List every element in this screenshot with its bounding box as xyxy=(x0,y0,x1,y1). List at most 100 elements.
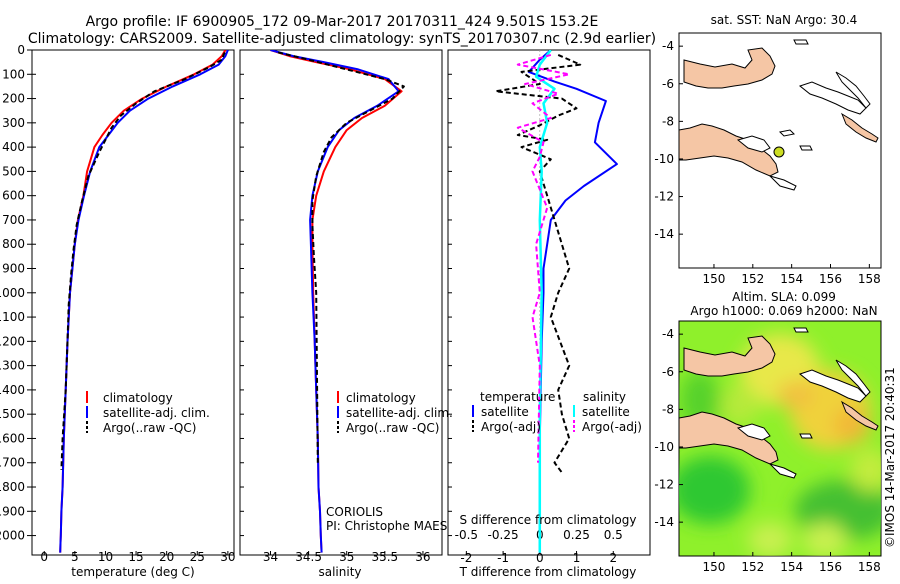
d-entrecasteaux-islands xyxy=(736,423,771,441)
lat-tick-label: -10 xyxy=(654,440,674,454)
lon-tick-label: 154 xyxy=(780,272,803,286)
depth-tick-label: 700 xyxy=(2,213,25,227)
series-line-argo-raw-qc- xyxy=(60,51,226,471)
temperature-legend: climatology satellite-adj. clim. Argo(..… xyxy=(86,391,210,435)
lat-tick-label: -12 xyxy=(654,190,674,204)
legend-s-argo-label: Argo(-adj) xyxy=(582,420,642,434)
legend-salinity-title: salinity xyxy=(583,390,626,404)
depth-tick-label: 1400 xyxy=(0,383,25,397)
coriolis-annotation: CORIOLIS xyxy=(326,505,383,519)
lon-tick-label: 156 xyxy=(819,272,842,286)
legend-s-satellite-label: satellite xyxy=(582,405,630,419)
series-line-argo-raw-qc- xyxy=(277,51,405,463)
new-ireland-land xyxy=(835,359,871,397)
lon-tick-label: 150 xyxy=(703,272,726,286)
sla-high-patch xyxy=(777,381,813,409)
legend-climatology-label: climatology xyxy=(103,391,173,405)
sla-map-title-line1: Altim. SLA: 0.099 xyxy=(732,290,836,304)
d-entrecasteaux-islands xyxy=(736,135,771,153)
depth-tick-label: 1200 xyxy=(0,334,25,348)
depth-tick-label: 2000 xyxy=(0,529,25,543)
sst-map-title: sat. SST: NaN Argo: 30.4 xyxy=(711,13,858,27)
png-peninsula-land xyxy=(679,123,779,177)
depth-tick-label: 900 xyxy=(2,262,25,276)
sst-map: 150 152 154 156 158 -4 -6 -8 -10 -12 -14 xyxy=(654,32,882,286)
x-tick-label: 1 xyxy=(573,551,581,565)
lat-tick-label: -14 xyxy=(654,515,674,529)
depth-tick-label: 1900 xyxy=(0,504,25,518)
depth-tick-label: 100 xyxy=(2,67,25,81)
pi-annotation: PI: Christophe MAES xyxy=(326,519,447,533)
x-tick-label: 2 xyxy=(609,551,617,565)
x-tick-label: 5 xyxy=(71,550,79,564)
woodlark-island xyxy=(799,433,813,439)
x-tick-label: 34 xyxy=(263,550,278,564)
x-tick-label: 20 xyxy=(159,550,174,564)
lon-tick-label: 150 xyxy=(703,560,726,574)
depth-tick-label: 500 xyxy=(2,164,25,178)
t-difference-axis-label: T difference from climatology xyxy=(459,565,637,579)
series-group xyxy=(494,50,618,553)
salinity-axis-label: salinity xyxy=(318,565,361,579)
depth-tick-label: 1700 xyxy=(0,456,25,470)
x-tick-label: 35 xyxy=(339,550,354,564)
sla-high-patch xyxy=(850,448,881,492)
argo-float-marker xyxy=(773,146,785,158)
x-tick-label: 0 xyxy=(40,550,48,564)
difference-legend: temperature salinity satellite Argo(-adj… xyxy=(472,390,642,434)
depth-tick-label: 1500 xyxy=(0,407,25,421)
legend-argo-label: Argo(..raw -QC) xyxy=(103,421,196,435)
depth-tick-label: 400 xyxy=(2,140,25,154)
sla-low-patch xyxy=(679,456,750,524)
depth-axis: 0 100 200 300 400 500 600 700 800 900 1000 1100 1200… xyxy=(0,43,32,543)
top-x-tick-label: -0.25 xyxy=(488,528,519,542)
x-tick-label: -2 xyxy=(460,551,472,565)
temperature-axis-label: temperature (deg C) xyxy=(71,565,194,579)
series-line-satellite xyxy=(534,50,556,553)
series-group xyxy=(59,50,229,553)
lat-tick-label: -10 xyxy=(654,152,674,166)
sla-high-patch xyxy=(748,522,792,556)
lon-tick-label: 158 xyxy=(858,272,881,286)
x-tick-label: 0 xyxy=(536,551,544,565)
top-x-tick-label: 0.25 xyxy=(563,528,590,542)
x-tick-label: 15 xyxy=(128,550,143,564)
difference-plot: -2 -1 0 1 2-0.5 -0.25 0 0.25 0.5 xyxy=(448,49,623,565)
s-difference-axis-label: S difference from climatology xyxy=(460,513,637,527)
lon-tick-label: 156 xyxy=(819,560,842,574)
depth-tick-label: 1600 xyxy=(0,431,25,445)
legend-climatology-label: climatology xyxy=(346,391,416,405)
top-x-tick-label: -0.5 xyxy=(455,528,478,542)
series-line-argo-adj- xyxy=(516,53,571,463)
x-tick-label: 34.5 xyxy=(295,550,322,564)
sla-high-patch xyxy=(803,522,847,556)
salinity-legend: climatology satellite-adj. clim. Argo(..… xyxy=(337,391,453,435)
legend-satellite-label: satellite-adj. clim. xyxy=(103,406,210,420)
lon-tick-label: 158 xyxy=(858,560,881,574)
depth-tick-label: 0 xyxy=(17,43,25,57)
header-line1: Argo profile: IF 6900905_172 09-Mar-2017… xyxy=(86,14,599,30)
legend-t-satellite-label: satellite xyxy=(481,405,529,419)
lon-tick-label: 152 xyxy=(741,272,764,286)
depth-tick-label: 800 xyxy=(2,237,25,251)
legend-t-argo-label: Argo(-adj) xyxy=(481,420,541,434)
lon-tick-label: 152 xyxy=(741,560,764,574)
trobriand-islands xyxy=(778,129,796,137)
temperature-panel xyxy=(31,49,235,556)
lat-tick-label: -8 xyxy=(662,402,674,416)
lat-tick-label: -14 xyxy=(654,227,674,241)
depth-tick-label: 1300 xyxy=(0,359,25,373)
sla-map-title-line2: Argo h1000: 0.069 h2000: NaN xyxy=(690,304,877,318)
lat-tick-label: -6 xyxy=(662,365,674,379)
lat-tick-label: -6 xyxy=(662,77,674,91)
sla-high-patch xyxy=(720,385,760,425)
legend-argo-label: Argo(..raw -QC) xyxy=(346,421,439,435)
depth-tick-label: 1100 xyxy=(0,310,25,324)
series-line-satellite-adj-clim- xyxy=(270,50,400,553)
legend-temperature-title: temperature xyxy=(480,390,555,404)
new-guinea-land xyxy=(683,335,776,377)
top-x-tick-label: 0.5 xyxy=(604,528,623,542)
louisiade-islands xyxy=(768,462,797,479)
imos-credit: ©IMOS 14-Mar-2017 20:40:31 xyxy=(883,367,897,548)
